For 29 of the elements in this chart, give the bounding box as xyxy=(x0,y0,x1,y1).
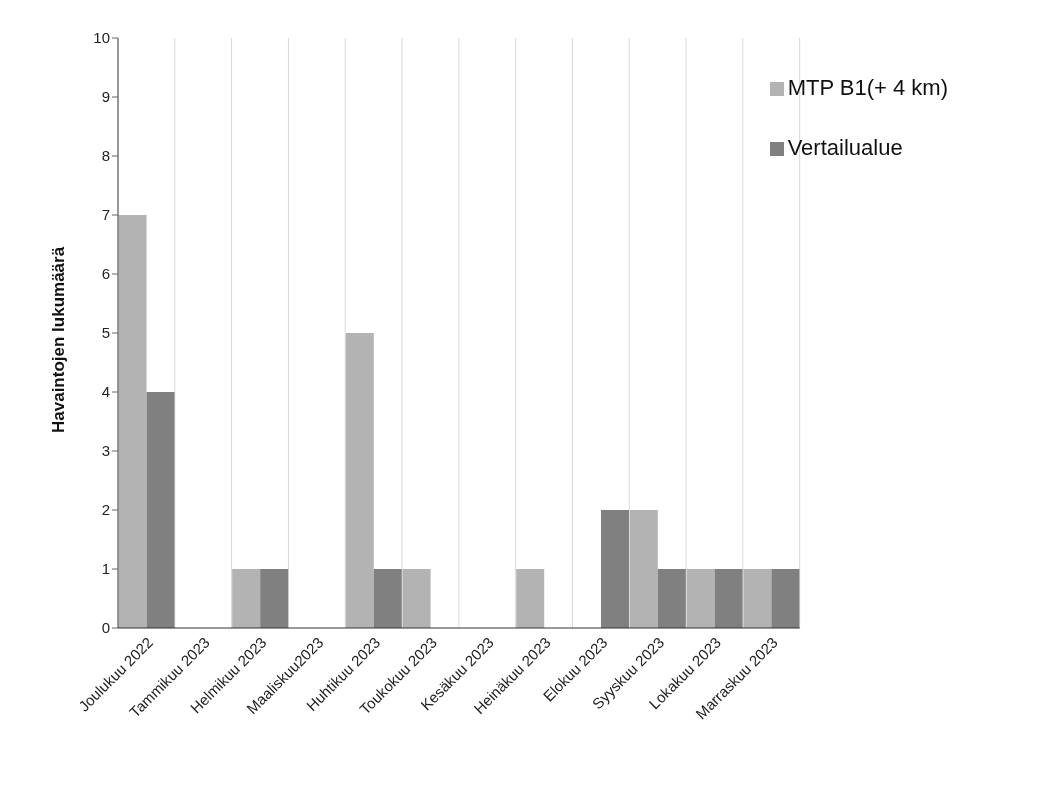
y-tick-label: 5 xyxy=(101,324,110,342)
y-tick-label: 0 xyxy=(101,619,110,637)
bar xyxy=(232,569,261,628)
bar xyxy=(118,215,147,628)
bar xyxy=(146,392,175,628)
y-tick-label: 2 xyxy=(101,501,110,519)
y-tick-label: 1 xyxy=(101,560,110,578)
legend-label: MTP B1(+ 4 km) xyxy=(787,75,948,100)
y-tick-label: 7 xyxy=(101,206,110,224)
bar xyxy=(345,333,374,628)
y-axis-title: Havaintojen lukumäärä xyxy=(49,246,69,433)
bar xyxy=(771,569,800,628)
bar xyxy=(373,569,402,628)
bar xyxy=(601,510,629,628)
y-tick-label: 3 xyxy=(101,442,110,460)
bar xyxy=(686,569,715,628)
bar xyxy=(714,569,743,628)
bar xyxy=(629,510,658,628)
y-tick-label: 6 xyxy=(101,265,110,283)
bar xyxy=(743,569,772,628)
y-tick-label: 9 xyxy=(101,88,110,106)
bar xyxy=(402,569,431,628)
y-tick-label: 8 xyxy=(101,147,110,165)
bar xyxy=(516,569,545,628)
bar xyxy=(260,569,289,628)
bar xyxy=(657,569,686,628)
legend-label: Vertailualue xyxy=(787,135,903,160)
y-tick-label: 4 xyxy=(101,383,110,401)
y-tick-label: 10 xyxy=(93,29,110,47)
